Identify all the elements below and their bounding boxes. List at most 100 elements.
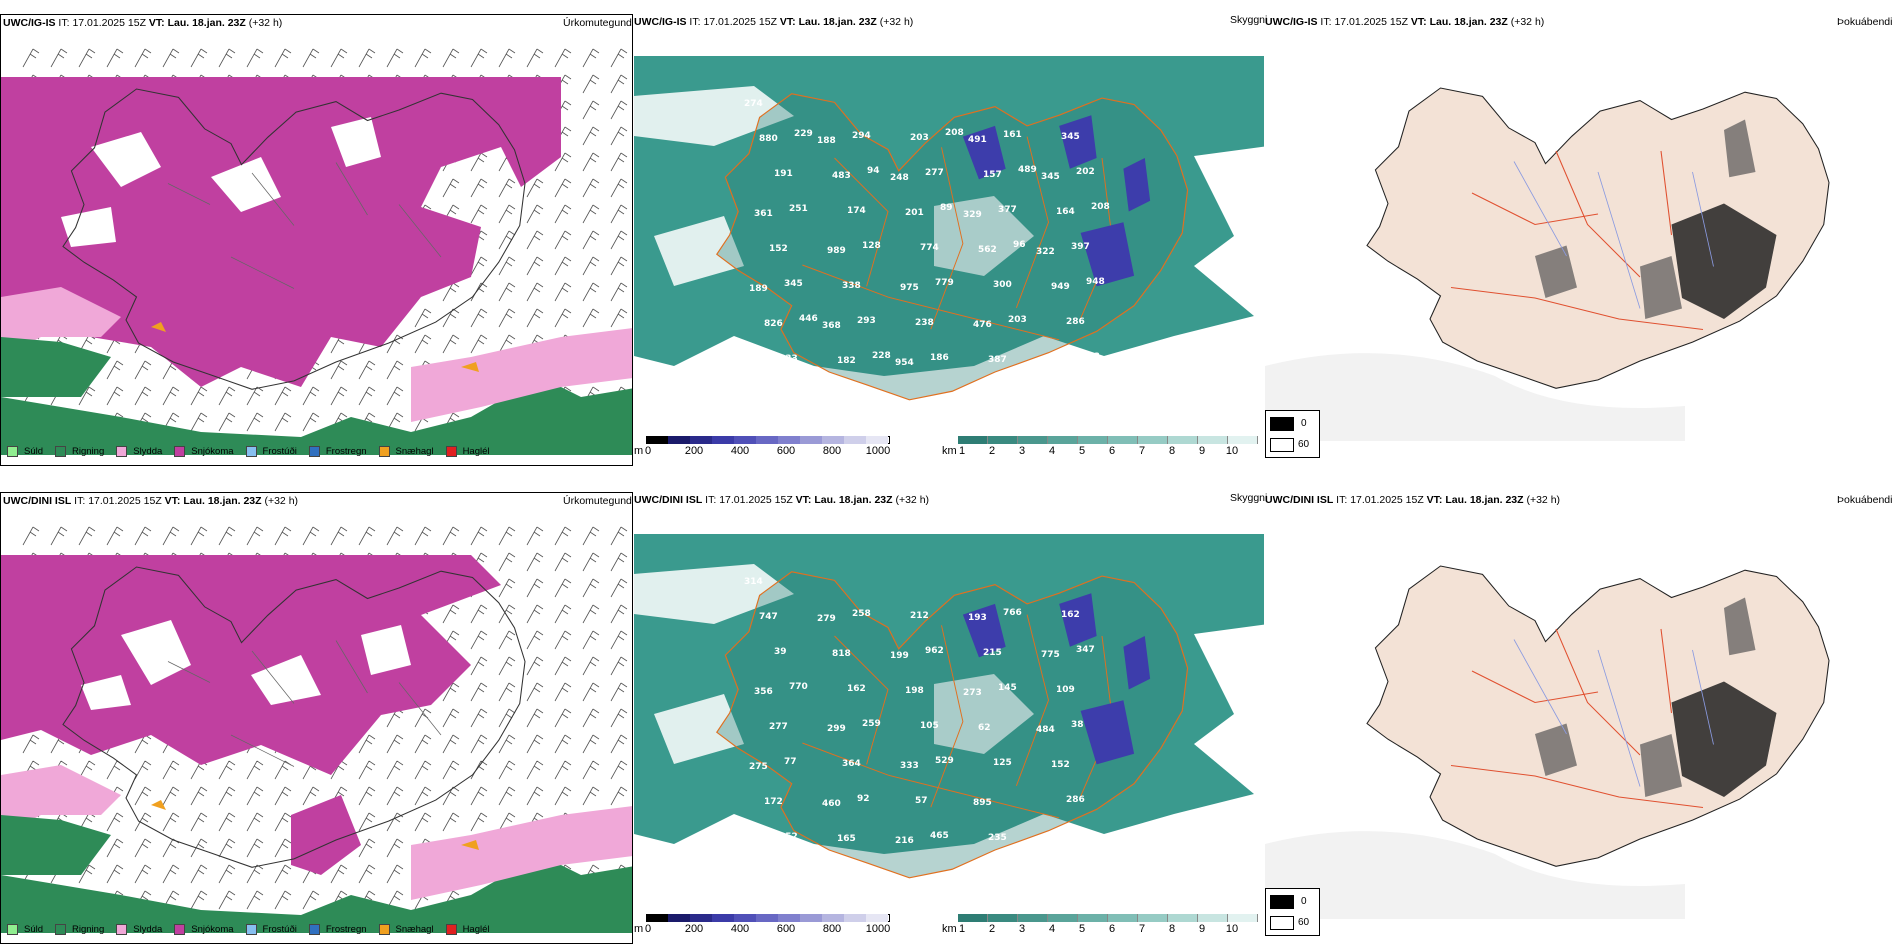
visibility-tick: 3 (1018, 445, 1026, 457)
cloud-base-label: 779 (935, 278, 954, 288)
cloud-base-label: 191 (774, 169, 793, 179)
legend-item: Haglél (445, 924, 490, 935)
cloud-base-label: 193 (968, 613, 987, 623)
cloud-base-label: 483 (832, 171, 851, 181)
panel-name-precip: Úrkomutegund (563, 17, 632, 29)
cloud-base-label: 152 (769, 244, 788, 254)
panel-name-fog: Þokuábendi (1837, 16, 1893, 28)
model-name: UWC/IG-IS (1265, 16, 1318, 28)
cloud-base-label: 248 (890, 173, 909, 183)
cloud-base-label: 92 (857, 794, 870, 804)
cloud-base-label: 299 (827, 724, 846, 734)
cloud-base-label: 215 (983, 648, 1002, 658)
cloud-base-label: 229 (794, 129, 813, 139)
visibility-tick: 3 (1018, 923, 1026, 935)
lead-time: (+32 h) (248, 17, 283, 29)
forecast-row-dini: UWC/DINI ISL IT: 17.01.2025 15Z VT: Lau.… (0, 478, 1900, 948)
cloud-base-label: 38 (1071, 720, 1084, 730)
cloud-base-label: 162 (847, 684, 866, 694)
cloud-base-label: 954 (895, 358, 914, 368)
cloud-base-label: 333 (779, 354, 798, 364)
precip-panel: UWC/DINI ISL IT: 17.01.2025 15Z VT: Lau.… (0, 492, 633, 944)
cloud-base-label: 397 (1071, 242, 1090, 252)
cloud-base-label: 975 (900, 283, 919, 293)
cloud-base-label: 77 (784, 757, 797, 767)
cloud-base-label: 293 (857, 316, 876, 326)
model-name: UWC/DINI ISL (3, 495, 72, 507)
panel-title-cloud: UWC/DINI ISL IT: 17.01.2025 15Z VT: Lau.… (634, 494, 929, 506)
base-tick: 0 (644, 923, 652, 935)
cloud-base-label: 895 (973, 798, 992, 808)
forecast-row-igis: UWC/IG-IS IT: 17.01.2025 15Z VT: Lau. 18… (0, 0, 1900, 470)
legend-swatch (174, 924, 186, 935)
legend-label: Frostúði (262, 446, 297, 457)
legend-item: Frostúði (245, 446, 297, 457)
fog-tick: 60 (1298, 917, 1310, 928)
legend-label: Snjókoma (191, 924, 234, 935)
legend-item: Snæhagl (378, 924, 434, 935)
cloud-base-label: 258 (852, 609, 871, 619)
cloud-base-label: 369 (1046, 835, 1065, 845)
legend-label: Rigning (72, 446, 105, 457)
legend-swatch (308, 924, 320, 935)
visibility-colorbar: km 1 2 3 4 5 6 7 8 9 10 (942, 914, 1264, 936)
issue-time-label: IT: (1320, 16, 1332, 28)
cloud-base-label: 161 (1003, 130, 1022, 140)
cloud-base-label: 345 (784, 279, 803, 289)
cloud-base-label: 189 (749, 284, 768, 294)
legend-swatch (445, 446, 457, 457)
legend-swatch (7, 924, 18, 935)
fog-map (1265, 36, 1895, 441)
legend-item: Snæhagl (378, 446, 434, 457)
base-tick: 200 (684, 445, 704, 457)
legend-label: Haglél (462, 924, 490, 935)
cloud-base-label: 39 (774, 647, 787, 657)
legend-label: Súld (24, 924, 44, 935)
visibility-tick: 6 (1108, 445, 1116, 457)
legend-label: Súld (24, 446, 44, 457)
cloud-base-label: 286 (1066, 317, 1085, 327)
cloud-base-label: 275 (749, 762, 768, 772)
cloud-map: 274 188 248 329 322 189 368 954 491 345 361 989 975 4… (634, 36, 1264, 441)
visibility-tick: 2 (988, 923, 996, 935)
issue-time-label: IT: (1336, 494, 1348, 506)
legend-item: Frostúði (245, 924, 297, 935)
legend-item: Rigning (55, 446, 104, 457)
issue-time: 17.01.2025 15Z (1334, 16, 1408, 28)
cloud-base-label: 364 (842, 759, 861, 769)
valid-time-label: VT: (164, 495, 181, 507)
vis-unit: km (942, 445, 957, 457)
panel-title-fog: UWC/IG-IS IT: 17.01.2025 15Z VT: Lau. 18… (1265, 16, 1544, 28)
model-name: UWC/DINI ISL (634, 494, 703, 506)
issue-time: 17.01.2025 15Z (719, 494, 793, 506)
cloud-base-colorbar: m 0 200 400 600 800 1000 (634, 914, 939, 936)
cloud-base-label: 235 (988, 833, 1007, 843)
cloud-base-label: 333 (900, 761, 919, 771)
panel-title-fog: UWC/DINI ISL IT: 17.01.2025 15Z VT: Lau.… (1265, 494, 1560, 506)
fog-tick: 0 (1301, 418, 1307, 429)
fog-swatch-low (1270, 895, 1294, 909)
cloud-base-label: 476 (973, 320, 992, 330)
base-tick: 0 (644, 445, 652, 457)
legend-label: Snæhagl (395, 924, 434, 935)
cloud-base-label: 775 (1041, 650, 1060, 660)
legend-item: Rigning (55, 924, 104, 935)
cloud-base-label: 329 (963, 210, 982, 220)
issue-time: 17.01.2025 15Z (72, 17, 146, 29)
visibility-tick: 7 (1138, 923, 1146, 935)
cloud-base-label: 774 (920, 243, 939, 253)
legend-item: Haglél (445, 446, 490, 457)
visibility-tick: 8 (1168, 445, 1176, 457)
cloud-base-label: 109 (1056, 685, 1075, 695)
cloud-base-label: 199 (890, 651, 909, 661)
lead-time: (+32 h) (1510, 16, 1545, 28)
legend-swatch (245, 446, 257, 457)
legend-label: Snæhagl (395, 446, 434, 457)
cloud-map: 314 279 199 273 484 275 460 216 193 775 356 299 333 8… (634, 514, 1264, 919)
cloud-base-label: 338 (842, 281, 861, 291)
legend-swatch (245, 924, 257, 935)
cloud-base-label: 377 (998, 205, 1017, 215)
visibility-tick: 8 (1168, 923, 1176, 935)
cloud-panel: UWC/IG-IS IT: 17.01.2025 15Z VT: Lau. 18… (634, 14, 1267, 466)
base-tick: 400 (730, 445, 750, 457)
